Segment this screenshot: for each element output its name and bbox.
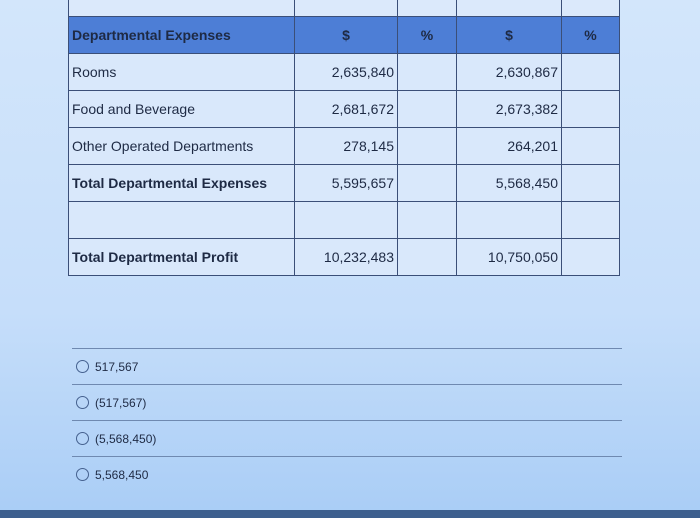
row-percent-1 bbox=[397, 90, 457, 128]
row-percent-2 bbox=[561, 164, 620, 202]
table-row-total-expenses: Total Departmental Expenses 5,595,657 5,… bbox=[68, 164, 620, 202]
answer-option[interactable]: 517,567 bbox=[72, 348, 622, 384]
table-row-total-profit: Total Departmental Profit 10,232,483 10,… bbox=[68, 238, 620, 276]
row-label: Other Operated Departments bbox=[68, 127, 295, 165]
answer-options: 517,567 (517,567) (5,568,450) 5,568,450 bbox=[72, 348, 622, 492]
radio-button[interactable] bbox=[76, 360, 89, 373]
table-row-empty bbox=[68, 201, 620, 239]
header-percent-1: % bbox=[397, 16, 457, 54]
answer-option[interactable]: (5,568,450) bbox=[72, 420, 622, 456]
row-label: Rooms bbox=[68, 53, 295, 91]
table-row: Rooms 2,635,840 2,630,867 bbox=[68, 53, 620, 91]
header-percent-2: % bbox=[561, 16, 620, 54]
row-label: Food and Beverage bbox=[68, 90, 295, 128]
row-percent-1 bbox=[397, 127, 457, 165]
option-label: (517,567) bbox=[95, 395, 147, 410]
option-label: 517,567 bbox=[95, 359, 139, 374]
radio-button[interactable] bbox=[76, 468, 89, 481]
table-top-row bbox=[68, 0, 620, 17]
option-label: 5,568,450 bbox=[95, 467, 149, 482]
answer-option[interactable]: 5,568,450 bbox=[72, 456, 622, 492]
row-value-1: 2,681,672 bbox=[294, 90, 398, 128]
row-value-2: 2,630,867 bbox=[456, 53, 562, 91]
table-header-row: Departmental Expenses $ % $ % bbox=[68, 16, 620, 54]
table-row: Food and Beverage 2,681,672 2,673,382 bbox=[68, 90, 620, 128]
header-label: Departmental Expenses bbox=[68, 16, 295, 54]
row-percent-1 bbox=[397, 238, 457, 276]
header-dollar-1: $ bbox=[294, 16, 398, 54]
header-dollar-2: $ bbox=[456, 16, 562, 54]
row-percent-2 bbox=[561, 238, 620, 276]
row-percent-1 bbox=[397, 164, 457, 202]
row-label: Total Departmental Expenses bbox=[68, 164, 295, 202]
row-label: Total Departmental Profit bbox=[68, 238, 295, 276]
row-percent-1 bbox=[397, 53, 457, 91]
table-row: Other Operated Departments 278,145 264,2… bbox=[68, 127, 620, 165]
row-value-1: 2,635,840 bbox=[294, 53, 398, 91]
row-value-2: 264,201 bbox=[456, 127, 562, 165]
answer-option[interactable]: (517,567) bbox=[72, 384, 622, 420]
radio-button[interactable] bbox=[76, 432, 89, 445]
row-percent-2 bbox=[561, 90, 620, 128]
row-value-2: 10,750,050 bbox=[456, 238, 562, 276]
row-percent-2 bbox=[561, 53, 620, 91]
radio-button[interactable] bbox=[76, 396, 89, 409]
row-value-2: 2,673,382 bbox=[456, 90, 562, 128]
row-value-1: 278,145 bbox=[294, 127, 398, 165]
row-value-2: 5,568,450 bbox=[456, 164, 562, 202]
row-value-1: 5,595,657 bbox=[294, 164, 398, 202]
row-value-1: 10,232,483 bbox=[294, 238, 398, 276]
departmental-expenses-table: Departmental Expenses $ % $ % Rooms 2,63… bbox=[68, 0, 620, 276]
option-label: (5,568,450) bbox=[95, 431, 157, 446]
row-percent-2 bbox=[561, 127, 620, 165]
screen-bezel bbox=[0, 510, 700, 518]
